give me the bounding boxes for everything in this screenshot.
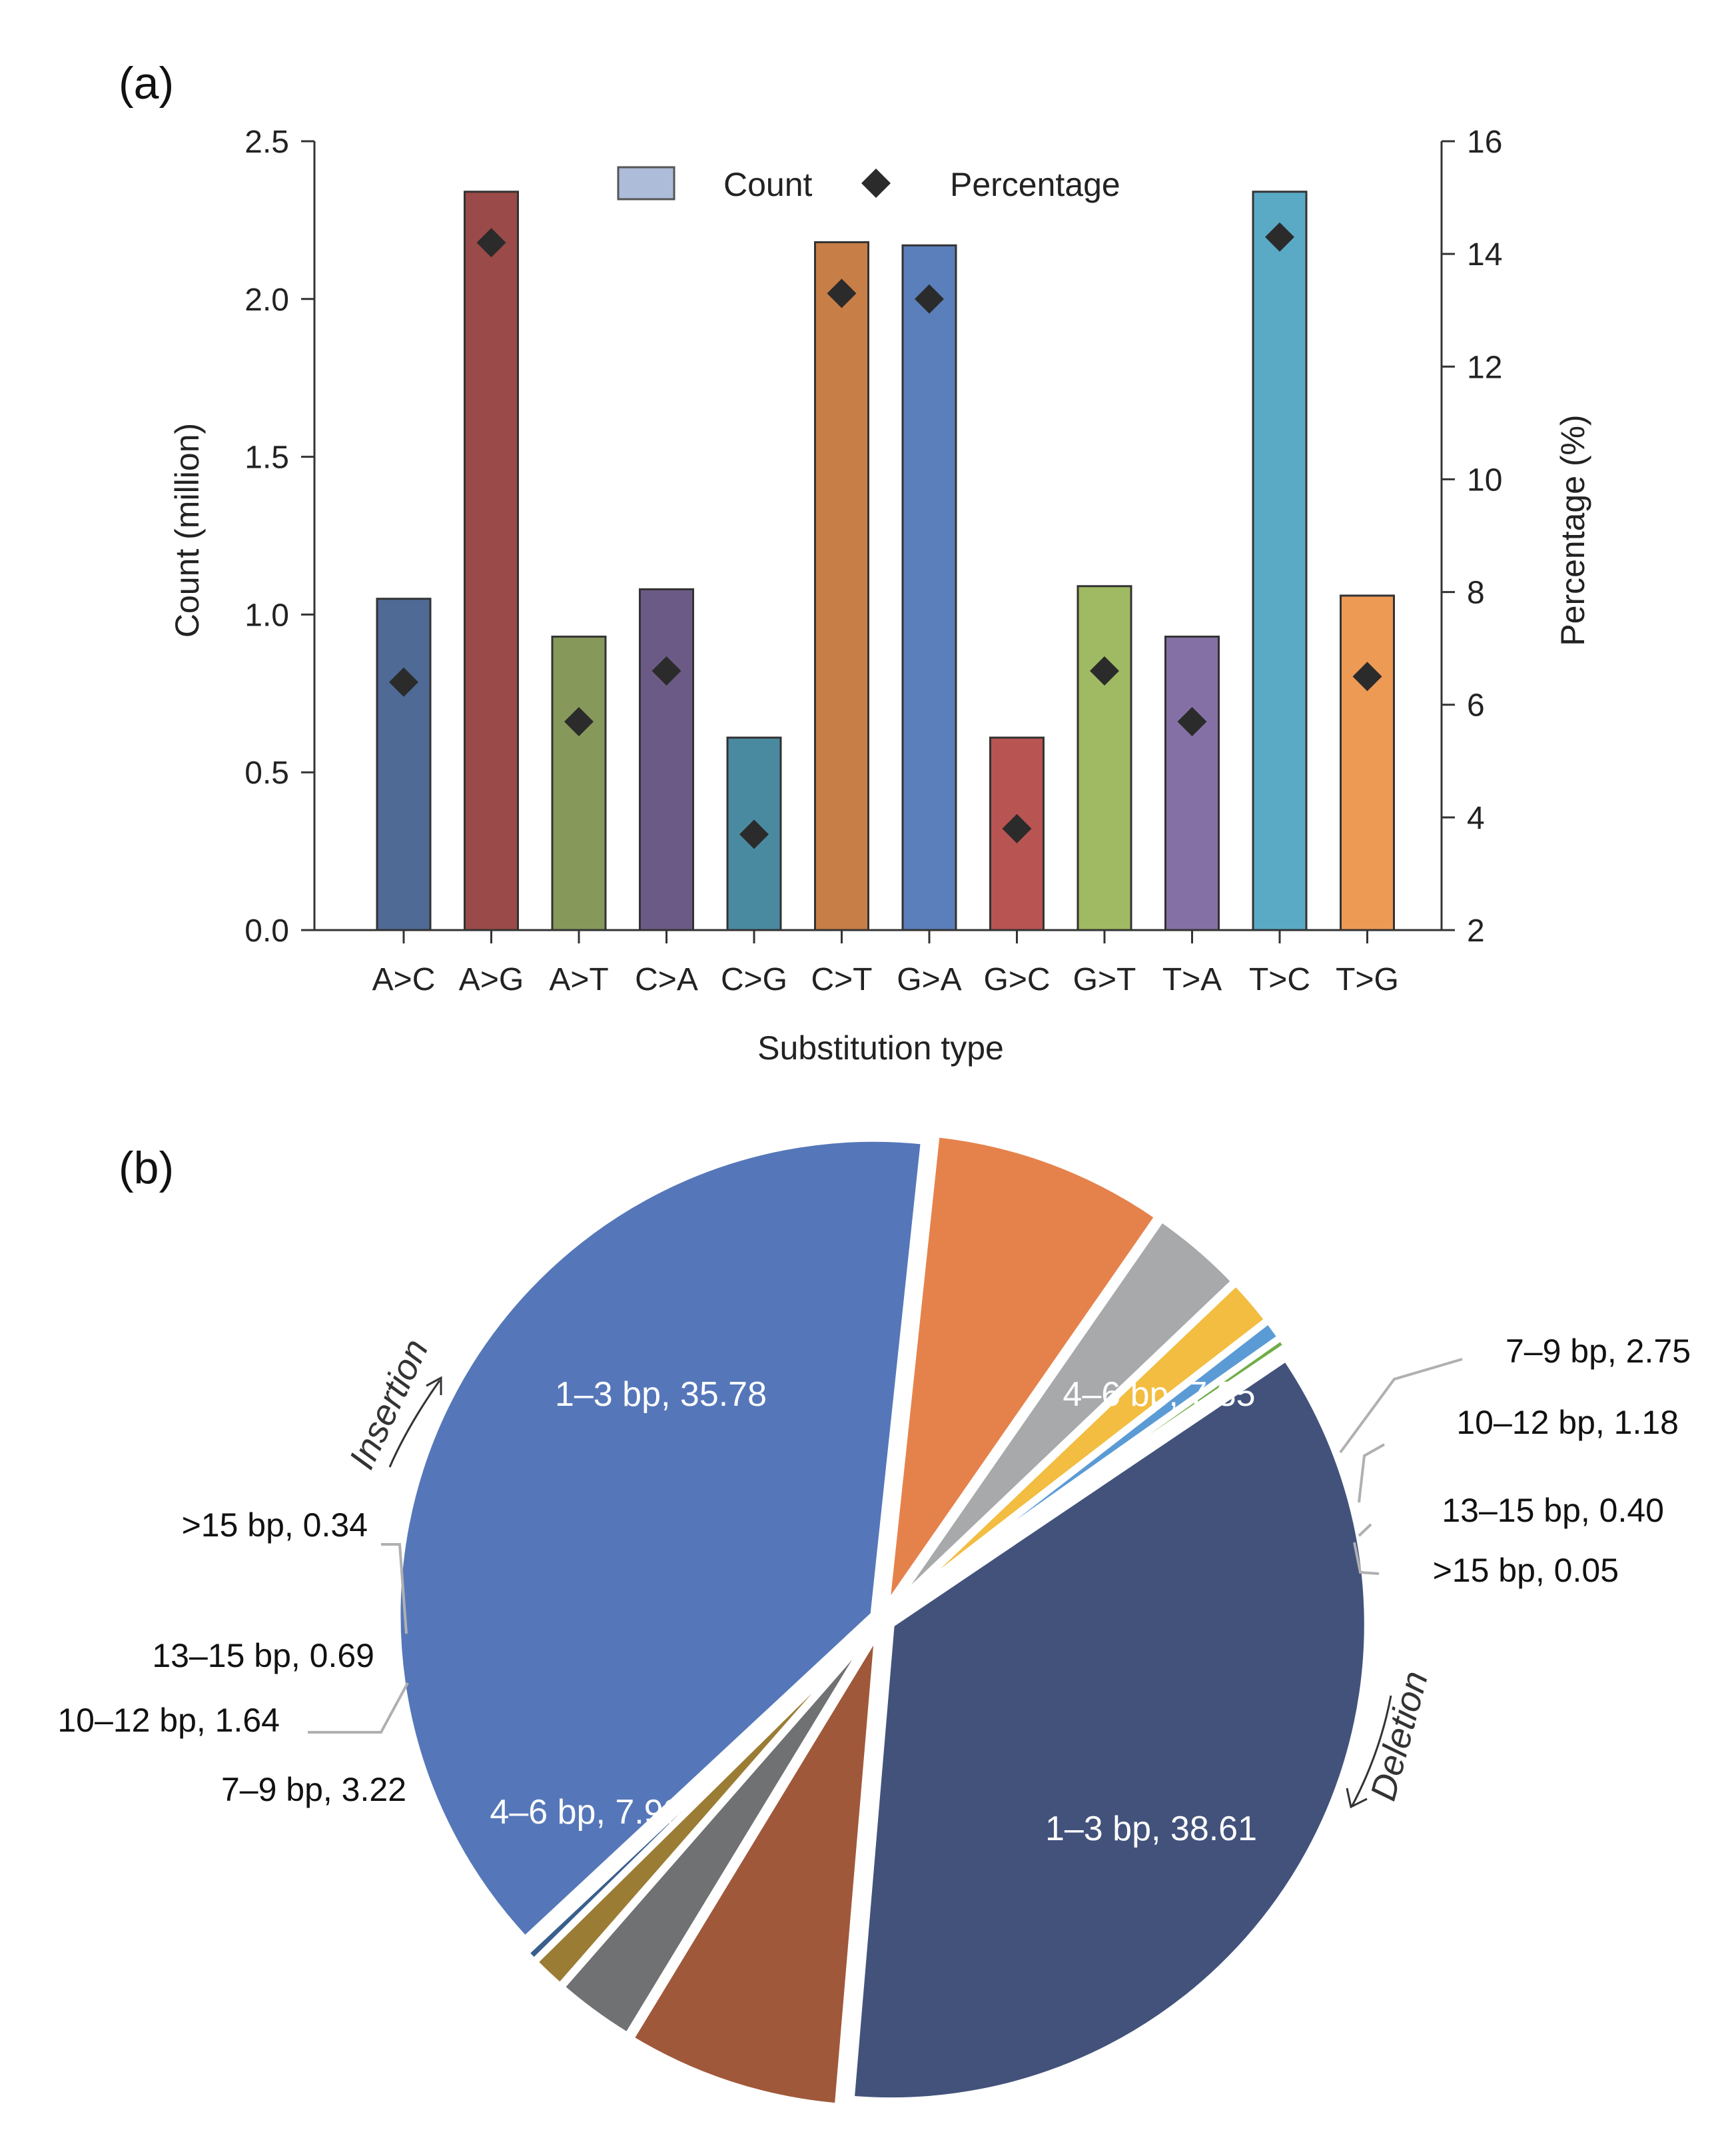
pie-leader-line — [1358, 1523, 1372, 1537]
percentage-marker-G-to-C — [1002, 813, 1032, 843]
y-tick-label-right: 8 — [1467, 576, 1485, 611]
legend: Count Percentage — [617, 166, 1120, 203]
percentage-series — [389, 222, 1382, 849]
x-tick-label: G>T — [1073, 962, 1136, 997]
x-axis-title: Substitution type — [757, 1029, 1004, 1067]
x-tick-label: C>G — [721, 962, 787, 997]
bar-G-to-T — [1077, 585, 1132, 931]
x-tick-label: C>T — [811, 962, 872, 997]
percentage-marker-A-to-C — [389, 667, 418, 697]
x-tick-label: G>C — [983, 962, 1050, 997]
deletion-label: Deletion — [1363, 1667, 1436, 1805]
pie-leader-line — [381, 1543, 408, 1634]
bar-A-to-T — [551, 636, 607, 931]
bar-T-to-A — [1164, 636, 1220, 931]
pie-slice-insertion-1 — [627, 1628, 881, 2110]
pie-leader-line — [1353, 1542, 1380, 1575]
percentage-marker-T-to-G — [1352, 662, 1382, 692]
pie-slice-label: 13–15 bp, 0.40 — [1442, 1492, 1664, 1529]
percentage-marker-A-to-T — [564, 707, 594, 737]
pie-slice-label: 4–6 bp, 7.35 — [1063, 1375, 1255, 1414]
legend-label-percentage: Percentage — [950, 166, 1120, 203]
percentage-marker-T-to-C — [1265, 222, 1294, 252]
y-tick-label-left: 0.0 — [244, 913, 289, 949]
pie-slices — [394, 1131, 1371, 2110]
bar-C-to-A — [639, 588, 694, 931]
y-axis-title-left: Count (million) — [169, 423, 206, 638]
pie-slice-insertion-5 — [521, 1624, 877, 1957]
pie-slice-label: >15 bp, 0.34 — [182, 1506, 368, 1544]
pie-leader-lines — [308, 1358, 1463, 1734]
pie-slice-label: 13–15 bp, 0.69 — [152, 1637, 374, 1674]
percentage-marker-C-to-A — [651, 656, 681, 686]
x-tick-label: T>C — [1249, 962, 1310, 997]
pie-slice-insertion-0 — [847, 1354, 1371, 2105]
bar-series — [376, 191, 1395, 931]
pie-slice-label: 4–6 bp, 7.98 — [490, 1793, 682, 1832]
pie-slice-deletion-7 — [883, 1131, 1162, 1612]
panel-label-b: (b) — [119, 1143, 174, 1193]
percentage-marker-G-to-A — [915, 284, 944, 314]
pie-slice-label: >15 bp, 0.05 — [1433, 1552, 1619, 1589]
percentage-marker-G-to-T — [1090, 656, 1119, 686]
pie-leader-line — [1339, 1358, 1463, 1454]
x-tick-label: A>T — [549, 962, 608, 997]
pie-leader-line — [1358, 1443, 1385, 1503]
x-tick-label: A>C — [372, 962, 436, 997]
y-tick-label-right: 2 — [1467, 913, 1485, 949]
insertion-arrow-head — [426, 1376, 442, 1395]
pie-slice-label: 7–9 bp, 2.75 — [1506, 1333, 1691, 1370]
deletion-arrow — [1351, 1695, 1392, 1806]
bar-C-to-T — [814, 241, 869, 931]
y-tick-label-left: 1.0 — [244, 598, 289, 633]
pie-slice-label: 7–9 bp, 3.22 — [221, 1771, 406, 1808]
pie-slice-deletion-6 — [394, 1135, 927, 1943]
y-tick-label-left: 2.5 — [244, 125, 289, 160]
bar-A-to-G — [464, 191, 519, 931]
y-tick-label-left: 2.0 — [244, 282, 289, 318]
pie-slice-label: 10–12 bp, 1.64 — [57, 1702, 280, 1739]
deletion-arrow-head — [1346, 1788, 1368, 1809]
pie-slice-deletion-11 — [888, 1334, 1290, 1616]
x-tick-label: G>A — [897, 962, 961, 997]
bar-T-to-C — [1252, 191, 1308, 931]
bar-chart-axes: 0.0 0.5 1.0 1.5 2.0 2.5 2 4 6 8 10 12 14 16 A>C A>G A>T C… — [244, 125, 1502, 997]
bar-T-to-G — [1340, 594, 1395, 931]
legend-swatch-count — [617, 166, 675, 201]
percentage-marker-C-to-T — [827, 278, 857, 308]
bar-A-to-C — [376, 598, 432, 931]
percentage-marker-C-to-G — [739, 819, 769, 849]
x-tick-label: A>G — [459, 962, 524, 997]
panel-label-a: (a) — [119, 58, 174, 109]
pie-leader-line — [308, 1682, 409, 1734]
pie-slice-label: 10–12 bp, 1.18 — [1456, 1404, 1679, 1441]
bar-G-to-A — [901, 244, 957, 931]
pie-labels: 1–3 bp, 35.78 4–6 bp, 7.35 7–9 bp, 2.75 10–… — [57, 1333, 1691, 1848]
pie-chart-panel: (b) 1–3 bp, 35.78 4–6 bp, 7.35 7–9 bp, 2.7… — [57, 1131, 1691, 2110]
y-tick-label-left: 1.5 — [244, 440, 289, 476]
x-tick-label: T>A — [1162, 962, 1222, 997]
legend-marker-percentage — [861, 169, 891, 198]
pie-slice-label: 1–3 bp, 38.61 — [1045, 1810, 1257, 1848]
x-tick-label: C>A — [635, 962, 698, 997]
y-tick-label-right: 14 — [1467, 237, 1502, 272]
y-tick-label-right: 10 — [1467, 462, 1502, 498]
y-tick-label-right: 6 — [1467, 688, 1485, 724]
insertion-arrow — [388, 1380, 441, 1468]
y-tick-label-right: 12 — [1467, 350, 1502, 385]
y-tick-label-left: 0.5 — [244, 756, 289, 791]
percentage-marker-T-to-A — [1177, 707, 1207, 737]
pie-slice-label: 1–3 bp, 35.78 — [555, 1375, 767, 1414]
x-tick-label: T>G — [1336, 962, 1399, 997]
y-tick-label-right: 16 — [1467, 125, 1502, 160]
legend-label-count: Count — [723, 166, 813, 203]
percentage-marker-A-to-G — [476, 228, 506, 258]
y-axis-title-right: Percentage (%) — [1554, 414, 1591, 646]
y-tick-label-right: 4 — [1467, 801, 1485, 836]
bar-chart-panel: (a) 0.0 0.5 1.0 1.5 2.0 2.5 2 4 6 8 10 12 14 16 A>C A>G… — [119, 58, 1591, 1067]
